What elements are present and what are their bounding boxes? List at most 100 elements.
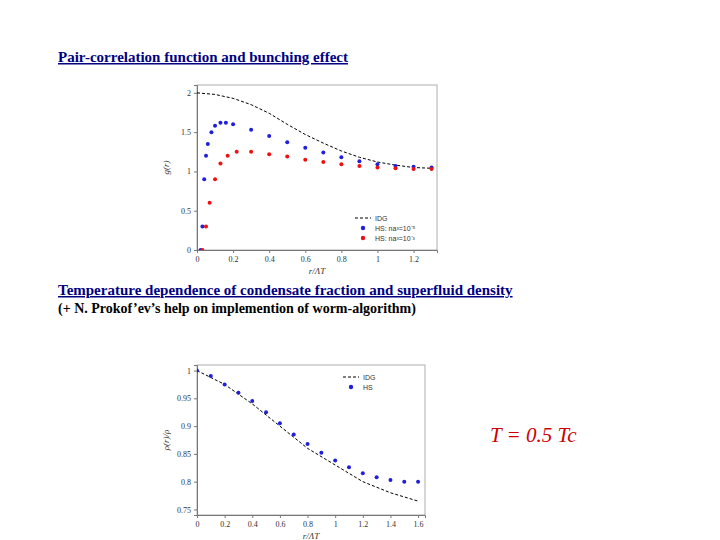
- tick: 0.2: [229, 250, 239, 264]
- tick-mark: [414, 250, 415, 253]
- tick-label: 1.5: [181, 128, 191, 137]
- tick-label: 0: [187, 246, 191, 255]
- tick-label: 0: [196, 520, 200, 529]
- axis-line: [194, 366, 198, 516]
- series-point: [292, 432, 296, 436]
- tick-mark: [390, 515, 391, 518]
- title: Pair-correlation function and bunching e…: [58, 49, 348, 65]
- tick-mark: [194, 211, 197, 212]
- tick: 1.2: [409, 250, 419, 264]
- series-point: [402, 480, 406, 484]
- series-point: [235, 150, 239, 154]
- series-point: [303, 158, 307, 162]
- tick: 0.8: [337, 250, 347, 264]
- tick: 0.8: [181, 478, 197, 487]
- plot-frame: [197, 85, 437, 250]
- series-point: [250, 399, 254, 403]
- series-point: [333, 459, 337, 463]
- series-point: [213, 177, 217, 181]
- series-point: [303, 146, 307, 150]
- tick: 0.6: [301, 250, 311, 264]
- tick: 0.95: [177, 394, 197, 403]
- axis-line: [194, 86, 198, 251]
- slide: Pair-correlation function and bunching e…: [0, 0, 720, 540]
- plot-area: [197, 369, 420, 502]
- tick: 0.4: [265, 250, 275, 264]
- series-line: [197, 371, 418, 502]
- tick-mark: [305, 250, 306, 253]
- tick-mark: [363, 515, 364, 518]
- tick-mark: [341, 250, 342, 253]
- tick-label: 0.8: [181, 478, 191, 487]
- tick-label: 0.5: [181, 207, 191, 216]
- series-point: [357, 159, 361, 163]
- legend-label: IDG: [375, 215, 387, 222]
- series-point: [306, 442, 310, 446]
- tick-mark: [194, 250, 197, 251]
- tick-mark: [233, 250, 234, 253]
- tick-mark: [194, 482, 197, 483]
- tick-label: 0.9: [181, 422, 191, 431]
- tick-mark: [194, 398, 197, 399]
- series-point: [319, 451, 323, 455]
- x-axis-label: r/ΛT: [303, 531, 320, 540]
- series-point: [218, 162, 222, 166]
- series-point: [249, 150, 253, 154]
- tick-label: 0.6: [301, 255, 311, 264]
- series-point: [430, 167, 434, 171]
- tick-label: 1: [376, 255, 380, 264]
- tick-mark: [418, 515, 419, 518]
- legend-label: HS: na³=10⁻⁵: [375, 225, 416, 232]
- series-point: [339, 155, 343, 159]
- series-point: [285, 155, 289, 159]
- series-point: [416, 480, 420, 484]
- legend-swatch: [361, 236, 365, 240]
- series-point: [209, 374, 213, 378]
- series-point: [213, 124, 217, 128]
- tick: 1: [334, 515, 338, 529]
- legend-label: IDG: [363, 374, 375, 381]
- chart: 00.20.40.60.811.21.41.60.750.80.850.90.9…: [161, 365, 426, 540]
- axis-line: [198, 516, 426, 519]
- annotation: T = 0.5 Tc: [490, 423, 577, 447]
- series-point: [285, 140, 289, 144]
- tick: 0.2: [220, 515, 230, 529]
- tick-label: 0.75: [177, 506, 191, 515]
- tick-label: 0.8: [337, 255, 347, 264]
- series-point: [224, 121, 228, 125]
- tick-label: 0.4: [265, 255, 275, 264]
- legend-label: HS: [363, 384, 373, 391]
- series-point: [361, 471, 365, 475]
- series-point: [267, 134, 271, 138]
- tick-label: 2: [187, 89, 191, 98]
- tick-label: 1: [187, 167, 191, 176]
- series-line: [197, 93, 432, 168]
- tick-label: 1.6: [414, 520, 424, 529]
- title: Temperature dependence of condensate fra…: [58, 282, 513, 298]
- series-point: [218, 121, 222, 125]
- tick: 0: [196, 250, 200, 264]
- series-point: [208, 201, 212, 205]
- tick-mark: [194, 454, 197, 455]
- tick-label: 0.6: [275, 520, 285, 529]
- tick: 1: [376, 250, 380, 264]
- series-point: [197, 369, 199, 373]
- y-axis: 0.750.80.850.90.951: [177, 366, 198, 516]
- tick-mark: [280, 515, 281, 518]
- tick-mark: [269, 250, 270, 253]
- series-point: [226, 154, 230, 158]
- series-point: [200, 248, 204, 250]
- tick-label: 1: [334, 520, 338, 529]
- legend-swatch: [361, 226, 365, 230]
- series-point: [393, 166, 397, 170]
- tick-mark: [194, 132, 197, 133]
- tick-label: 0.2: [220, 520, 230, 529]
- tick: 0.5: [181, 207, 197, 216]
- legend-swatch: [349, 385, 353, 389]
- subtitle: (+ N. Prokof’ev’s help on implemention o…: [58, 301, 416, 317]
- series-point: [204, 154, 208, 158]
- x-axis: 0 0.2 0.4 0.6 0.8 1 1.2: [196, 250, 438, 264]
- tick-mark: [308, 515, 309, 518]
- tick: 1.6: [414, 515, 424, 529]
- chart: 00.20.40.60.811.200.511.52r/ΛTg(r)IDGHS:…: [161, 85, 438, 276]
